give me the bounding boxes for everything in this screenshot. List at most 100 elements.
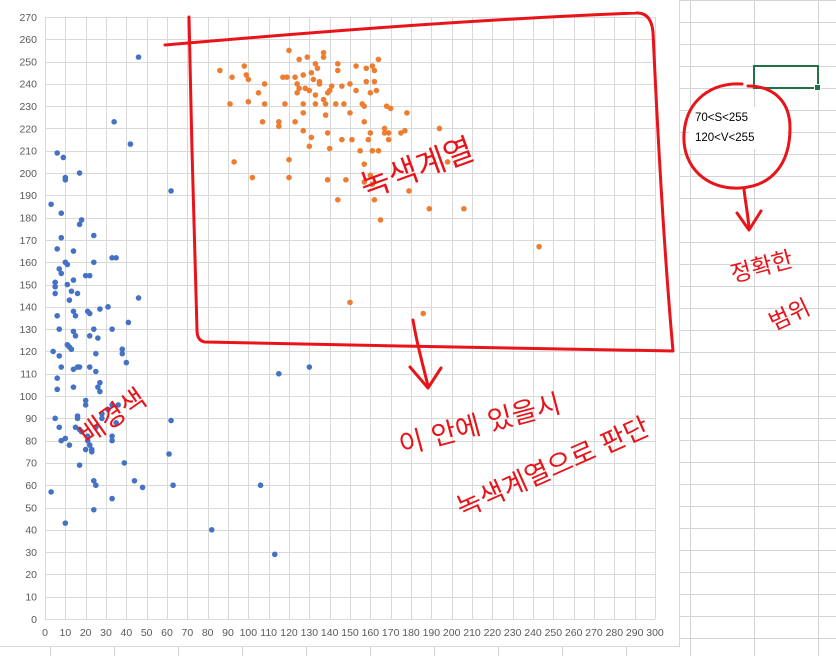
series-2-point[interactable] <box>300 110 307 116</box>
series-1-point[interactable] <box>70 277 77 283</box>
series-2-point[interactable] <box>361 103 368 109</box>
series-1-point[interactable] <box>58 270 65 277</box>
series-2-point[interactable] <box>387 105 394 112</box>
series-2-point[interactable] <box>241 63 248 69</box>
series-2-point[interactable] <box>375 147 382 154</box>
series-1-point[interactable] <box>86 333 93 339</box>
series-1-point[interactable] <box>74 290 81 297</box>
series-1-point[interactable] <box>52 283 58 290</box>
series-2-point[interactable] <box>406 188 412 194</box>
series-1-point[interactable] <box>93 482 99 489</box>
series-1-point[interactable] <box>82 397 89 404</box>
series-1-point[interactable] <box>257 482 264 489</box>
series-2-point[interactable] <box>286 174 292 181</box>
series-1-point[interactable] <box>76 170 83 176</box>
series-1-point[interactable] <box>70 248 77 254</box>
series-2-point[interactable] <box>436 125 443 132</box>
series-1-point[interactable] <box>135 54 142 60</box>
series-2-point[interactable] <box>461 205 467 212</box>
series-1-point[interactable] <box>125 319 132 326</box>
range-textbox[interactable]: 70<S<255 120<V<255 <box>689 107 787 149</box>
series-1-point[interactable] <box>93 368 99 375</box>
series-2-point[interactable] <box>245 98 252 105</box>
series-1-point[interactable] <box>66 442 73 448</box>
series-2-point[interactable] <box>300 72 307 78</box>
series-1-point[interactable] <box>109 437 115 444</box>
series-2-point[interactable] <box>296 56 302 63</box>
series-2-point[interactable] <box>361 118 368 125</box>
series-2-point[interactable] <box>369 147 376 154</box>
series-1-point[interactable] <box>50 348 56 355</box>
series-2-point[interactable] <box>284 74 290 80</box>
series-2-point[interactable] <box>332 101 339 107</box>
series-2-point[interactable] <box>261 81 268 87</box>
series-2-point[interactable] <box>357 147 363 154</box>
selected-cell[interactable] <box>753 65 821 91</box>
series-2-point[interactable] <box>255 90 262 96</box>
series-2-point[interactable] <box>361 179 368 185</box>
series-1-point[interactable] <box>95 384 101 390</box>
series-1-point[interactable] <box>84 437 91 444</box>
series-2-point[interactable] <box>245 76 252 83</box>
series-2-point[interactable] <box>371 78 378 85</box>
series-1-point[interactable] <box>99 411 105 417</box>
series-1-point[interactable] <box>113 419 119 426</box>
series-2-point[interactable] <box>335 67 341 74</box>
series-1-point[interactable] <box>121 460 128 466</box>
series-2-point[interactable] <box>300 101 307 107</box>
series-2-point[interactable] <box>308 134 315 141</box>
series-2-point[interactable] <box>365 136 372 143</box>
series-1-point[interactable] <box>78 217 85 223</box>
series-2-point[interactable] <box>349 136 355 143</box>
series-2-point[interactable] <box>227 101 233 107</box>
series-2-point[interactable] <box>259 118 266 125</box>
series-2-point[interactable] <box>324 176 331 183</box>
series-1-point[interactable] <box>93 424 99 431</box>
series-1-point[interactable] <box>58 234 65 241</box>
series-1-point[interactable] <box>72 312 79 319</box>
series-1-point[interactable] <box>131 477 138 484</box>
series-1-point[interactable] <box>82 402 89 408</box>
series-1-point[interactable] <box>166 451 172 457</box>
series-1-point[interactable] <box>208 527 215 533</box>
series-2-point[interactable] <box>339 83 345 89</box>
series-1-point[interactable] <box>105 406 111 413</box>
series-1-point[interactable] <box>170 482 176 489</box>
series-2-point[interactable] <box>304 54 311 60</box>
series-1-point[interactable] <box>91 326 97 332</box>
series-2-point[interactable] <box>335 61 341 67</box>
series-2-point[interactable] <box>363 78 370 85</box>
series-1-point[interactable] <box>168 188 174 194</box>
series-1-point[interactable] <box>56 266 63 272</box>
series-2-point[interactable] <box>402 127 408 134</box>
series-1-point[interactable] <box>60 154 67 161</box>
series-1-point[interactable] <box>70 328 77 335</box>
series-1-point[interactable] <box>139 484 146 491</box>
series-2-point[interactable] <box>286 156 292 163</box>
series-1-point[interactable] <box>56 424 63 431</box>
series-1-point[interactable] <box>48 489 54 495</box>
series-2-point[interactable] <box>324 130 331 136</box>
series-1-point[interactable] <box>109 402 115 408</box>
series-1-point[interactable] <box>54 375 60 382</box>
series-1-point[interactable] <box>109 495 115 502</box>
series-1-point[interactable] <box>76 221 83 228</box>
series-1-point[interactable] <box>109 326 115 332</box>
series-2-point[interactable] <box>249 174 256 181</box>
series-2-point[interactable] <box>343 176 349 183</box>
series-2-point[interactable] <box>385 130 392 136</box>
series-1-point[interactable] <box>97 379 103 386</box>
series-2-point[interactable] <box>367 90 374 96</box>
series-1-point[interactable] <box>62 520 69 526</box>
series-1-point[interactable] <box>52 279 58 286</box>
series-1-point[interactable] <box>95 335 101 341</box>
series-1-point[interactable] <box>97 388 103 395</box>
series-2-point[interactable] <box>377 217 384 223</box>
series-2-point[interactable] <box>375 56 382 63</box>
series-1-point[interactable] <box>93 350 99 357</box>
series-2-point[interactable] <box>229 74 235 80</box>
series-2-point[interactable] <box>286 47 292 54</box>
series-2-point[interactable] <box>294 90 300 96</box>
series-1-point[interactable] <box>88 448 95 455</box>
series-2-point[interactable] <box>261 101 268 107</box>
